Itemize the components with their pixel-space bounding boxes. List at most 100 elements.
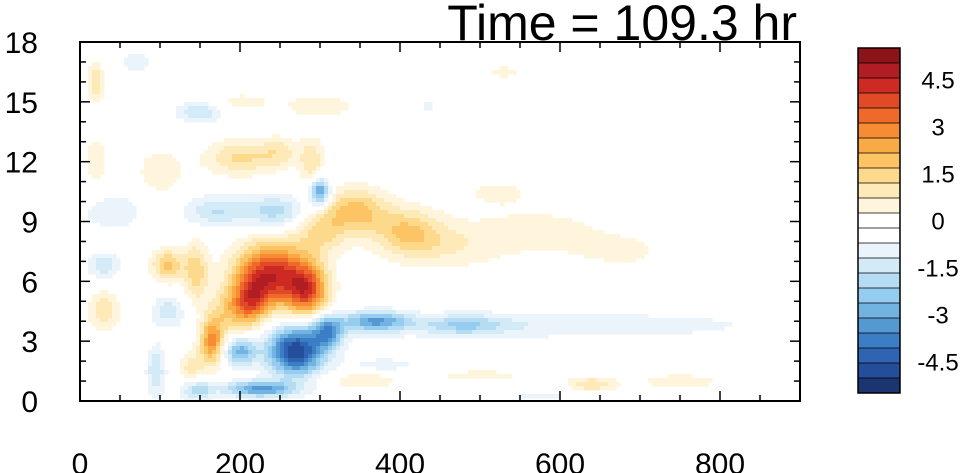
contour-cell bbox=[204, 366, 221, 371]
contour-cell bbox=[188, 294, 197, 299]
colorbar-frame bbox=[857, 47, 901, 394]
contour-cell bbox=[88, 150, 105, 155]
contour-cell bbox=[320, 258, 329, 263]
contour-cell bbox=[88, 262, 97, 267]
contour-cell bbox=[196, 318, 205, 323]
contour-cell bbox=[260, 250, 289, 255]
contour-cell bbox=[292, 330, 313, 335]
contour-cell bbox=[204, 286, 221, 291]
contour-cell bbox=[328, 358, 333, 363]
contour-cell bbox=[244, 310, 253, 315]
contour-cell bbox=[328, 362, 341, 367]
contour-cell bbox=[288, 250, 309, 255]
contour-cell bbox=[456, 250, 521, 255]
contour-cell bbox=[160, 314, 177, 319]
contour-cell bbox=[420, 226, 433, 231]
contour-cell bbox=[260, 210, 285, 215]
contour-cell bbox=[160, 310, 177, 315]
contour-cell bbox=[296, 246, 321, 251]
contour-cell bbox=[172, 254, 205, 259]
contour-cell bbox=[300, 222, 309, 227]
contour-cell bbox=[328, 258, 337, 263]
contour-cell bbox=[248, 234, 289, 239]
contour-cell bbox=[276, 334, 281, 339]
contour-cell bbox=[340, 242, 381, 247]
contour-cell bbox=[188, 250, 201, 255]
contour-cell bbox=[160, 378, 165, 383]
contour-cell bbox=[96, 302, 113, 307]
contour-cell bbox=[284, 302, 293, 307]
contour-cell bbox=[420, 218, 437, 223]
contour-cell bbox=[88, 90, 93, 95]
contour-cell bbox=[404, 214, 429, 219]
contour-cell bbox=[524, 326, 725, 331]
contour-cell bbox=[304, 346, 313, 351]
contour-cell bbox=[324, 306, 329, 311]
contour-cell bbox=[96, 202, 133, 207]
contour-cell bbox=[272, 326, 277, 331]
contour-cell bbox=[144, 178, 177, 183]
contour-cell bbox=[288, 306, 297, 311]
contour-cell bbox=[272, 154, 293, 159]
contour-cell bbox=[152, 346, 161, 351]
contour-cell bbox=[248, 390, 277, 395]
contour-cell bbox=[204, 358, 217, 363]
contour-cell bbox=[328, 302, 333, 307]
contour-cell bbox=[216, 342, 221, 347]
contour-cell bbox=[240, 94, 245, 99]
contour-cell bbox=[228, 382, 237, 387]
contour-cell bbox=[456, 326, 477, 331]
contour-cell bbox=[332, 298, 337, 303]
contour-cell bbox=[424, 106, 433, 111]
contour-cell bbox=[300, 258, 309, 263]
contour-cell bbox=[100, 82, 105, 87]
contour-cell bbox=[200, 338, 205, 343]
contour-cell bbox=[92, 74, 101, 79]
contour-cell bbox=[232, 358, 253, 363]
contour-cell bbox=[232, 102, 265, 107]
contour-cell bbox=[88, 170, 105, 175]
contour-cell bbox=[324, 190, 329, 195]
contour-cell bbox=[308, 170, 313, 175]
contour-cell bbox=[220, 314, 237, 319]
contour-cell bbox=[260, 246, 297, 251]
colorbar-swatch bbox=[858, 78, 900, 94]
contour-cell bbox=[156, 278, 185, 283]
contour-cell bbox=[216, 350, 221, 355]
contour-cell bbox=[144, 162, 181, 167]
contour-cell bbox=[312, 310, 317, 315]
contour-cell bbox=[404, 318, 413, 323]
contour-cell bbox=[284, 346, 289, 351]
contour-cell bbox=[212, 350, 217, 355]
contour-cell bbox=[500, 74, 509, 79]
contour-cell bbox=[188, 202, 205, 207]
contour-cell bbox=[224, 302, 229, 307]
contour-cell bbox=[92, 62, 101, 67]
contour-cell bbox=[88, 310, 97, 315]
contour-cell bbox=[160, 374, 165, 379]
contour-cell bbox=[316, 358, 321, 363]
contour-cell bbox=[148, 262, 153, 267]
contour-cell bbox=[184, 214, 201, 219]
contour-cell bbox=[312, 350, 317, 355]
contour-cell bbox=[336, 210, 373, 215]
contour-cell bbox=[148, 354, 153, 359]
contour-cell bbox=[200, 282, 209, 287]
contour-cell bbox=[164, 254, 173, 259]
contour-cell bbox=[260, 258, 289, 263]
contour-cell bbox=[188, 394, 209, 399]
contour-cell bbox=[496, 326, 525, 331]
x-tick-label: 800 bbox=[695, 448, 745, 473]
contour-cell bbox=[432, 246, 465, 251]
contour-cell bbox=[176, 106, 189, 111]
contour-cell bbox=[312, 286, 317, 291]
contour-cell bbox=[140, 170, 181, 175]
contour-cell bbox=[324, 198, 329, 203]
contour-cell bbox=[336, 194, 377, 199]
contour-cell bbox=[236, 394, 257, 399]
contour-cell bbox=[300, 298, 309, 303]
y-tick-label: 0 bbox=[21, 386, 38, 419]
contour-cell bbox=[100, 78, 105, 83]
contour-cell bbox=[304, 386, 317, 391]
contour-cell bbox=[332, 334, 337, 339]
